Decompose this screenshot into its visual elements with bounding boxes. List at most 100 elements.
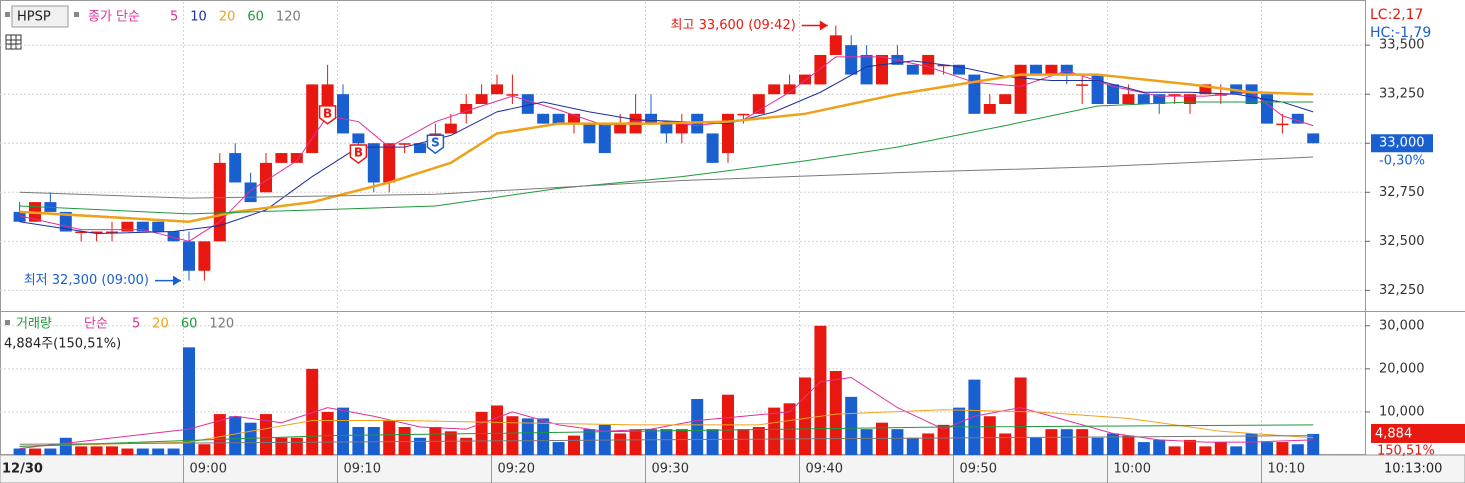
annotation: 최고 33,600 (09:42) — [671, 18, 796, 33]
signal-marker — [426, 134, 445, 155]
candle-body — [1307, 133, 1320, 144]
volume-bar — [398, 427, 411, 455]
volume-value: 4,884 — [1375, 426, 1412, 441]
date-label: 12/30 — [2, 462, 43, 477]
volume-bar — [1153, 439, 1166, 455]
candle-body — [1291, 113, 1304, 124]
grid-icon — [5, 34, 22, 50]
symbol[interactable]: HPSP — [17, 10, 51, 25]
candle-body — [213, 162, 226, 242]
candle-body — [876, 54, 888, 85]
volume-bar — [152, 448, 165, 455]
volume-bar — [552, 442, 565, 455]
signal-label: B — [323, 106, 332, 120]
ma-line — [19, 101, 1314, 215]
candle-body — [722, 113, 734, 154]
x-tick-label: 09:40 — [806, 462, 843, 477]
candle-body — [260, 162, 272, 193]
volume-bar — [1122, 435, 1135, 455]
volume-bar — [845, 396, 858, 455]
ma-line — [19, 56, 1314, 242]
volume-bar — [1184, 439, 1196, 455]
ma-line — [19, 424, 1314, 447]
candle-body — [845, 45, 858, 75]
y-tick-label: 30,000 — [1379, 318, 1425, 333]
y-tick-label: 10,000 — [1379, 404, 1425, 419]
x-tick-label: 09:50 — [960, 462, 997, 477]
time-label: 10:13:00 — [1384, 462, 1442, 477]
candle-body — [398, 143, 411, 145]
candle-body — [491, 84, 503, 95]
volume-bar — [321, 411, 334, 455]
volume-bar — [568, 435, 580, 455]
candle-body — [783, 84, 796, 95]
candle-body — [475, 94, 488, 105]
candle-body — [675, 123, 688, 134]
signal-label: S — [431, 136, 440, 150]
ma-line — [19, 435, 1314, 445]
volume-bar — [1137, 442, 1150, 455]
x-tick-label: 09:10 — [344, 462, 381, 477]
volume-bar — [752, 427, 765, 455]
volume-bar — [814, 325, 827, 455]
volume-bar — [1060, 429, 1073, 455]
volume-bar — [1307, 433, 1320, 455]
volume-bar — [583, 429, 596, 455]
legend-entry: 120 — [209, 317, 234, 332]
candle-body — [13, 211, 26, 222]
price-indicator: 종가 단순 — [88, 10, 140, 25]
volume-bar — [660, 429, 673, 455]
volume-title: 거래량 — [16, 317, 52, 332]
volume-bar — [983, 416, 996, 455]
ma-line — [19, 73, 1314, 223]
y-tick-label: 32,250 — [1379, 283, 1425, 298]
candle-body — [937, 64, 950, 67]
volume-bar — [1291, 444, 1304, 455]
candle-body — [568, 113, 580, 124]
volume-bar — [829, 371, 842, 455]
ma-line — [19, 376, 1314, 450]
candle-body — [198, 241, 211, 271]
legend-entry: 5 — [132, 317, 140, 332]
annotation: 최저 32,300 (09:00) — [24, 273, 149, 288]
volume-bar — [1076, 429, 1089, 455]
volume-bar — [999, 433, 1012, 455]
candle-body — [737, 113, 750, 116]
symbol-box[interactable] — [11, 5, 69, 28]
volume-indicator: 단순 — [84, 317, 108, 332]
volume-bar — [290, 437, 303, 455]
volume-bar — [953, 407, 965, 455]
candle-body — [537, 113, 550, 124]
volume-bar — [106, 446, 118, 455]
candle-body — [814, 54, 827, 85]
candle-body — [1245, 84, 1258, 105]
candle-body — [968, 74, 981, 114]
candle-body — [121, 221, 134, 232]
x-tick-label: 09:20 — [498, 462, 535, 477]
change-label: -0,30% — [1379, 154, 1425, 169]
candle-body — [660, 123, 673, 134]
volume-bar — [691, 399, 704, 455]
volume-bar — [968, 379, 981, 455]
candle-body — [1168, 94, 1181, 96]
candle-body — [1137, 94, 1150, 105]
volume-bar — [460, 437, 473, 455]
volume-bar — [1276, 442, 1289, 455]
bullet — [5, 320, 10, 325]
candle-body — [367, 143, 380, 183]
volume-bar — [1168, 446, 1181, 455]
candle-body — [1030, 64, 1042, 75]
candle-body — [922, 54, 935, 75]
y-tick-label: 20,000 — [1379, 361, 1425, 376]
volume-bar — [121, 448, 134, 455]
legend-entry: 20 — [152, 317, 169, 332]
candle-body — [552, 113, 565, 124]
candle-body — [506, 94, 519, 96]
candle-body — [136, 221, 149, 232]
legend-entry: 10 — [190, 10, 207, 25]
candle-body — [1276, 123, 1289, 126]
volume-box — [1371, 423, 1465, 443]
current-price: 33,000 — [1379, 136, 1425, 151]
volume-bar — [167, 448, 180, 455]
y-tick-label: 32,750 — [1379, 185, 1425, 200]
